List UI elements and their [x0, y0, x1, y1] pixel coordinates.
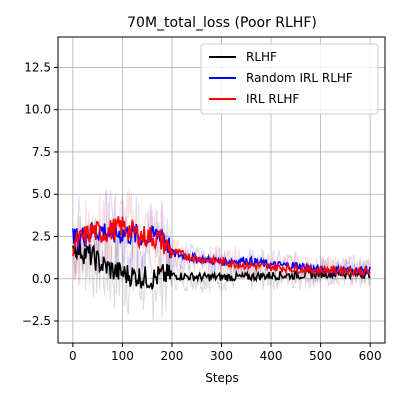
series-raw-trace	[72, 216, 371, 321]
legend-box	[200, 43, 379, 115]
x-tick-label: 600	[359, 349, 382, 363]
y-tick-label: 10.0	[24, 103, 51, 117]
y-tick-label: 12.5	[24, 60, 51, 74]
x-tick-label: 300	[210, 349, 233, 363]
chart-title: 70M_total_loss (Poor RLHF)	[127, 15, 317, 31]
legend-entry: Random IRL RLHF	[246, 71, 353, 85]
x-tick-label: 400	[260, 349, 283, 363]
legend-entry: IRL RLHF	[246, 92, 299, 106]
y-tick-label: 7.5	[32, 145, 51, 159]
x-tick-label: 200	[161, 349, 184, 363]
x-axis-label: Steps	[205, 371, 239, 385]
x-tick-label: 500	[309, 349, 332, 363]
x-tick-label: 0	[69, 349, 77, 363]
legend: RLHF Random IRL RLHF IRL RLHF	[200, 43, 379, 115]
y-tick-label: −2.5	[22, 314, 51, 328]
series-raw-trace	[72, 188, 371, 287]
y-tick-label: 5.0	[32, 187, 51, 201]
y-tick-label: 2.5	[32, 229, 51, 243]
series-line	[72, 216, 371, 278]
x-tick-label: 100	[111, 349, 134, 363]
legend-entry: RLHF	[246, 50, 277, 64]
y-tick-label: 0.0	[32, 272, 51, 286]
